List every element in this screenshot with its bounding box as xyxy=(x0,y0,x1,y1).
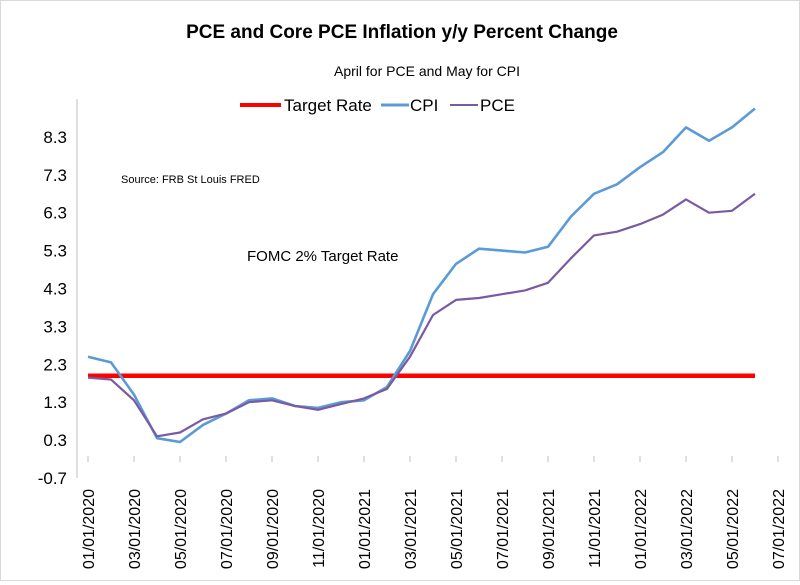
series-line-pce xyxy=(87,192,756,438)
series-lines xyxy=(87,107,756,444)
x-tick-label: 05/01/2022 xyxy=(725,489,742,569)
x-tick-label: 01/01/2022 xyxy=(633,489,650,569)
x-tick-label: 03/01/2022 xyxy=(679,489,696,569)
x-tick-label: 07/01/2020 xyxy=(219,489,236,569)
y-tick-label: 8.3 xyxy=(43,128,67,147)
y-tick-label: 1.3 xyxy=(43,393,67,412)
x-tick-label: 09/01/2021 xyxy=(541,489,558,569)
x-tick-label: 11/01/2020 xyxy=(311,489,328,568)
y-axis-ticks: -0.7 0.3 1.3 2.3 3.3 4.3 5.3 6.3 7.3 8.3 xyxy=(38,128,67,488)
x-tick-label: 05/01/2020 xyxy=(173,489,190,569)
y-tick-label: 2.3 xyxy=(43,355,67,374)
x-tick-label: 01/01/2020 xyxy=(81,489,98,569)
x-tick-label: 05/01/2021 xyxy=(449,489,466,569)
y-tick-label: 5.3 xyxy=(43,242,67,261)
x-tick-label: 09/01/2020 xyxy=(265,489,282,569)
x-tick-label: 11/01/2021 xyxy=(587,489,604,568)
x-tick-label: 03/01/2020 xyxy=(127,489,144,569)
legend-label-target-rate: Target Rate xyxy=(284,96,372,115)
legend-label-cpi: CPI xyxy=(410,96,438,115)
y-tick-label: -0.7 xyxy=(38,469,67,488)
target-rate-annotation: FOMC 2% Target Rate xyxy=(247,248,398,265)
chart-subtitle: April for PCE and May for CPI xyxy=(334,63,520,79)
source-annotation: Source: FRB St Louis FRED xyxy=(121,174,260,186)
x-tick-label: 01/01/2021 xyxy=(357,489,374,569)
x-tick-label: 07/01/2022 xyxy=(771,489,788,569)
y-tick-label: 6.3 xyxy=(43,204,67,223)
x-axis-ticks: 01/01/2020 03/01/2020 05/01/2020 07/01/2020… xyxy=(81,456,788,569)
y-tick-label: 0.3 xyxy=(43,431,67,450)
x-tick-label: 07/01/2021 xyxy=(495,489,512,569)
y-tick-label: 7.3 xyxy=(43,166,67,185)
legend-label-pce: PCE xyxy=(480,96,515,115)
series-line-cpi xyxy=(87,107,756,444)
legend: Target Rate CPI PCE xyxy=(240,96,515,115)
y-tick-label: 3.3 xyxy=(43,317,67,336)
y-tick-label: 4.3 xyxy=(43,280,67,299)
x-tick-label: 03/01/2021 xyxy=(403,489,420,569)
chart-title: PCE and Core PCE Inflation y/y Percent C… xyxy=(186,22,618,43)
